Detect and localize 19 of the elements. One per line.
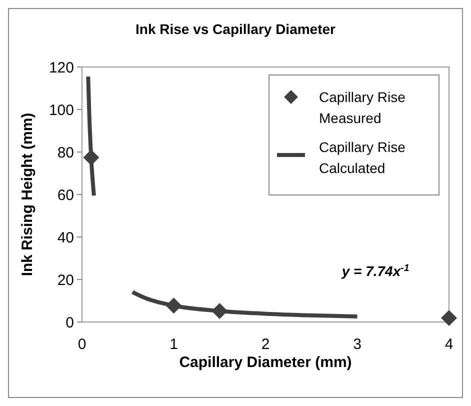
chart-title: Ink Rise vs Capillary Diameter [136,21,336,37]
legend-label: Capillary Rise Calculated [319,138,406,176]
y-tick-label: 120 [48,59,74,76]
y-tick-label: 100 [48,102,74,119]
point [441,310,457,326]
x-axis-title: Capillary Diameter (mm) [179,354,352,371]
y-tick-label: 0 [66,314,74,332]
x-tick-label: 1 [170,336,178,353]
x-tick-label: 3 [353,336,362,353]
y-axis-title: Ink Rising Height (mm) [19,112,36,276]
x-tick-label: 2 [261,336,270,353]
x-tick-label: 4 [444,336,454,353]
y-tick-label: 20 [57,272,74,289]
x-tick-label: 0 [78,336,86,353]
y-tick-label: 80 [57,144,74,162]
annotation: y = 7.74x$^{-1}$ [340,262,410,280]
y-tick-label: 40 [57,229,74,246]
y-tick-label: 60 [57,186,74,204]
legend-label: Capillary Rise Measured [319,88,406,126]
